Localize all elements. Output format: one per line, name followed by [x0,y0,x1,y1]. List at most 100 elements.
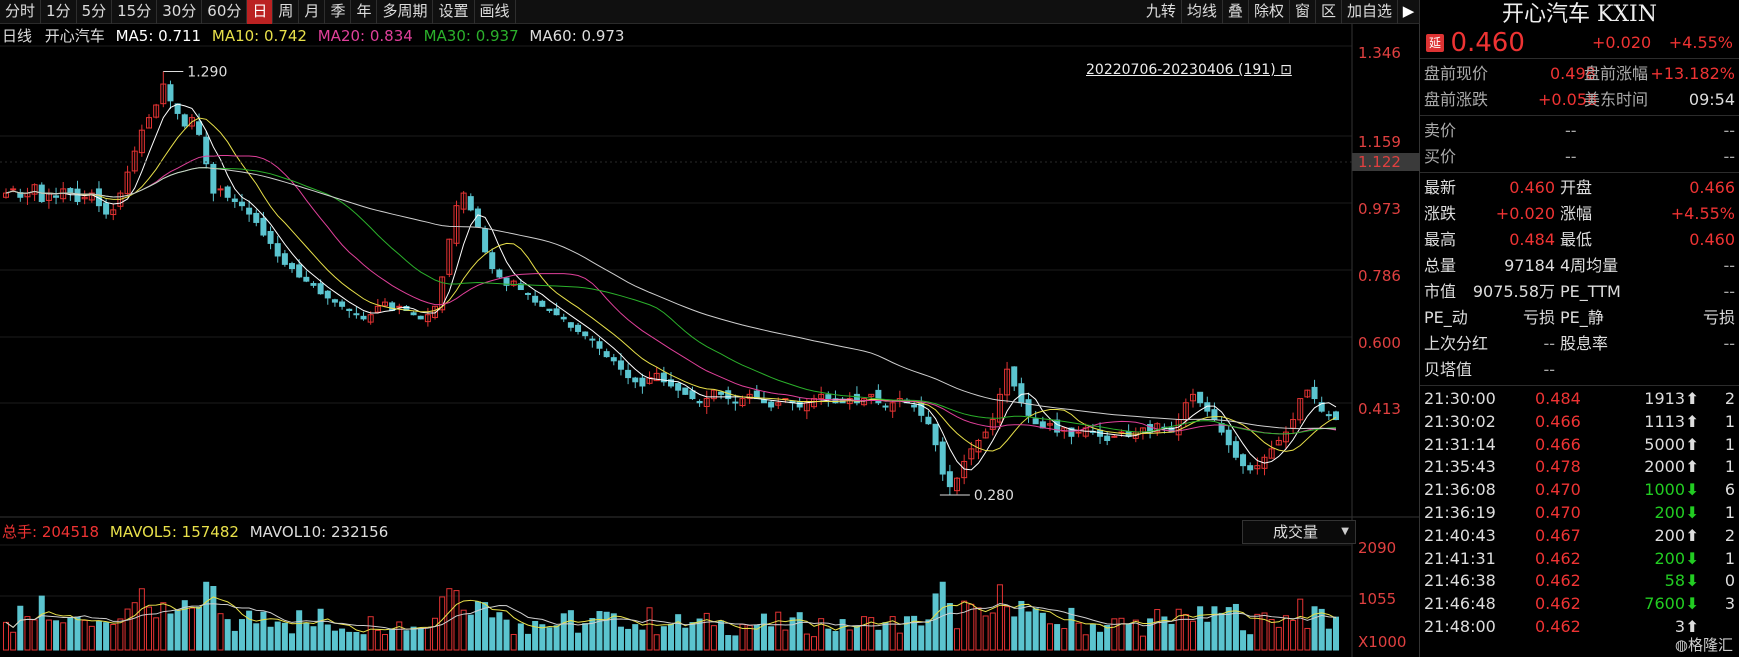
candle-body [996,393,1003,423]
collapse-right-icon[interactable]: ▶ [1398,0,1420,24]
period-tab-8[interactable]: 月 [299,0,326,24]
period-tab-9[interactable]: 季 [325,0,352,24]
candle-body [725,390,732,400]
candle-body [88,192,95,201]
price-axis-tick: 0.600 [1358,334,1401,352]
period-tab-13[interactable]: 画线 [475,0,516,24]
volume-bar [718,620,725,651]
volume-bar [1211,606,1218,651]
stat-value: 亏损 [1522,308,1555,327]
tool-button-6[interactable]: 加自选 [1342,0,1398,24]
candle-body [524,292,531,295]
trade-row: 21:36:19 0.470 200 ⬇ 1 [1420,502,1739,525]
volume-bar [768,626,775,651]
candle-body [67,188,74,194]
volume-bar [646,607,653,651]
stat-value: -- [1543,334,1555,353]
candle-body [467,196,474,211]
arrow-down-icon: ⬇ [1685,480,1699,500]
volume-bar [639,629,646,651]
stat-value: +4.55% [1670,204,1735,223]
candle-body [374,305,381,313]
volume-bar [1054,624,1061,651]
stat-label: 上次分红 [1424,334,1489,353]
period-tab-0[interactable]: 分时 [0,0,42,24]
arrow-down-icon: ⬇ [1685,548,1699,568]
volume-bar [625,628,632,651]
tool-button-1[interactable]: 均线 [1182,0,1223,24]
volume-bar [389,628,396,651]
candle-body [489,252,496,270]
volume-bar [560,613,567,651]
period-tab-3[interactable]: 15分 [112,0,158,24]
tool-button-3[interactable]: 除权 [1249,0,1290,24]
trade-price: 0.478 [1535,457,1581,477]
trade-row: 21:31:14 0.466 5000 ⬆ 1 [1420,434,1739,457]
period-tab-1[interactable]: 1分 [41,0,77,24]
candle-body [181,114,188,127]
trade-ticks[interactable]: 21:30:00 0.484 1913 ⬆ 2 21:30:02 0.466 1113 ⬆ 1 21… [1420,388,1739,639]
ask-label: 卖价 [1424,121,1457,140]
indicator-select[interactable]: 成交量 ▼ [1242,520,1356,544]
date-range-label[interactable]: 20220706-20230406 (191) ⊡ [1086,62,1292,78]
trade-volume: 200 [1654,525,1685,545]
candle-body [682,387,689,395]
tool-button-5[interactable]: 区 [1316,0,1342,24]
volume-bar [610,613,617,651]
tool-button-0[interactable]: 九转 [1141,0,1182,24]
volume-bar [1225,607,1232,651]
arrow-up-icon: ⬆ [1685,411,1699,431]
volume-bar [474,601,481,651]
volume-bar [110,623,117,651]
period-tab-6[interactable]: 日 [247,0,274,24]
stat-row: 上次分红 -- 股息率 -- [1420,331,1739,357]
volume-bar [811,636,818,651]
trade-price: 0.462 [1535,616,1581,636]
trade-time: 21:30:02 [1424,411,1496,431]
candle-body [911,404,918,408]
bid-label: 买价 [1424,147,1457,166]
candle-body [861,398,868,406]
volume-bar [946,603,953,651]
volume-bar [45,619,52,651]
candle-body [10,188,17,191]
period-tab-7[interactable]: 周 [273,0,300,24]
candle-body [1211,409,1218,421]
volume-bar [575,632,582,651]
volume-bar [1004,606,1011,651]
candle-body [639,377,646,387]
period-tab-12[interactable]: 设置 [433,0,475,24]
trade-volume: 1913 [1644,389,1685,408]
candle-body [1075,431,1082,434]
crosshair-price-label: 1.122 [1352,153,1420,171]
period-tab-2[interactable]: 5分 [77,0,113,24]
volume-bar [853,625,860,651]
volume-bar [803,633,810,651]
candle-body [932,423,939,446]
ma30-line [5,167,1337,435]
period-tab-5[interactable]: 60分 [202,0,248,24]
volume-bar [1261,612,1268,651]
period-tab-10[interactable]: 年 [351,0,378,24]
candle-body [1025,399,1032,416]
period-tab-4[interactable]: 30分 [157,0,203,24]
candle-body [1111,435,1118,438]
volume-bar [1332,616,1340,651]
quote-panel: 开心汽车 KXIN 延 0.460 +0.020 +4.55% 盘前现价 0.4… [1420,0,1739,657]
pre-chg-value: +0.058 [1538,90,1598,109]
stat-label: 最高 [1424,230,1457,249]
volume-bar [88,625,95,651]
tool-button-2[interactable]: 叠 [1223,0,1249,24]
volume-bar [1297,598,1304,651]
stat-value: 0.466 [1689,178,1735,197]
candle-body [331,299,338,303]
candle-body [532,295,539,303]
candle-body [310,283,317,286]
lock-icon[interactable]: ⊡ [1280,62,1292,78]
stat-row: 涨跌 +0.020 涨幅 +4.55% [1420,201,1739,227]
kline-chart-area[interactable]: 分时 1分 5分 15分 30分 60分日周月季年多周期 设置 画线 九转 均线叠除权窗区加自选… [0,0,1420,657]
candle-body [1332,411,1340,421]
period-tab-11[interactable]: 多周期 [377,0,434,24]
volume-bar [961,600,968,651]
tool-button-4[interactable]: 窗 [1290,0,1316,24]
